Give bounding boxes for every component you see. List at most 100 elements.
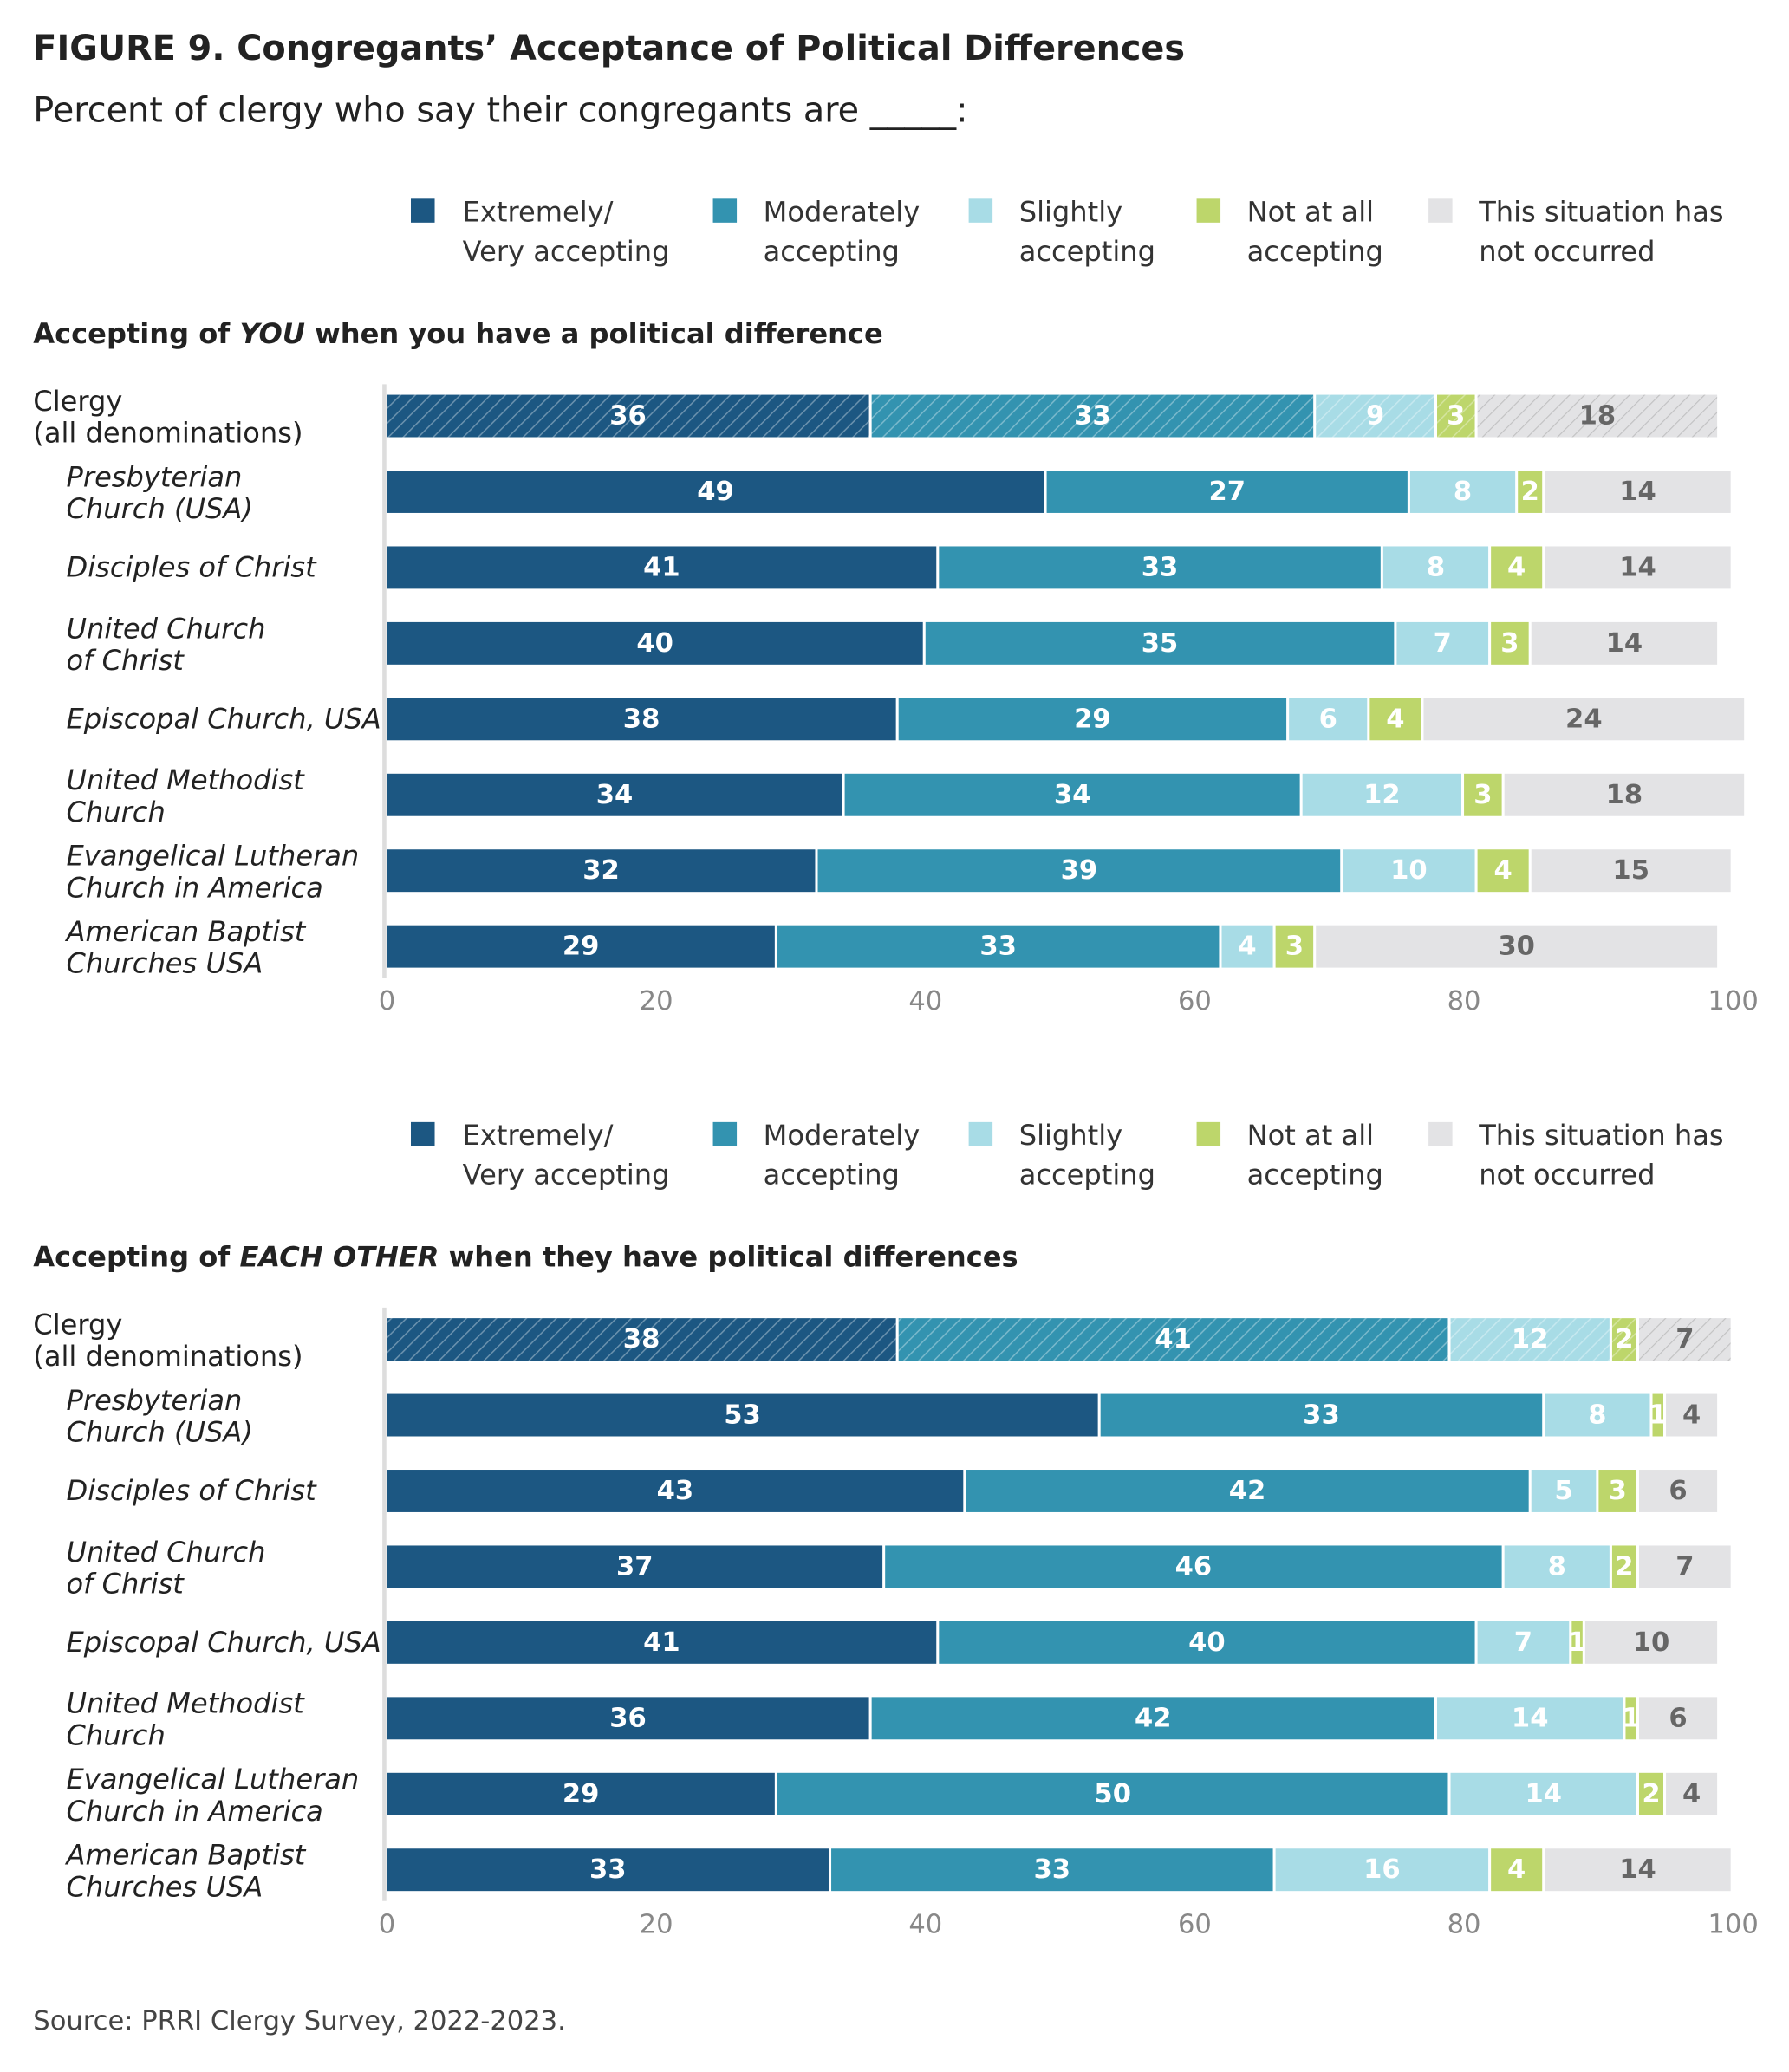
source-note: Source: PRRI Clergy Survey, 2022-2023.	[33, 2006, 566, 2036]
bar-not-occurred	[1423, 698, 1745, 741]
category-label: Evangelical Lutheran	[67, 1763, 360, 1796]
x-tick-label: 20	[640, 986, 673, 1017]
bar-not-occurred	[1545, 1848, 1731, 1892]
data-label: 30	[1498, 932, 1535, 962]
data-label: 37	[616, 1551, 654, 1582]
data-label: 29	[563, 1779, 600, 1809]
category-label: Church (USA)	[67, 1416, 253, 1449]
bar-slightly	[1450, 1772, 1636, 1815]
bar-slightly	[1437, 1697, 1623, 1740]
legend-label-not-at-all: accepting	[1247, 235, 1383, 268]
legend-swatch-not-at-all	[1196, 1121, 1221, 1146]
data-label: 27	[1208, 477, 1246, 507]
data-label: 5	[1554, 1476, 1572, 1506]
bar-not-occurred	[1638, 1697, 1718, 1740]
chart-2: Extremely/Very accepting Moderately accept…	[33, 1119, 1759, 1940]
chart-1: Extremely/Very accepting Moderately accept…	[33, 195, 1759, 1017]
bar-row: Disciples of Christ 41 33 8 4 14	[67, 546, 1731, 589]
data-label: 12	[1512, 1324, 1549, 1354]
x-tick-label: 80	[1447, 986, 1481, 1017]
legend-swatch-not-occurred	[1428, 198, 1453, 223]
data-label: 4	[1386, 704, 1404, 734]
bar-not-at-all	[1518, 471, 1543, 513]
data-label: 3	[1473, 780, 1492, 810]
bar-slightly	[1343, 849, 1475, 893]
bar-slightly	[1545, 1393, 1650, 1437]
data-label: 41	[1155, 1324, 1192, 1354]
data-label: 7	[1434, 628, 1452, 659]
bar-hatch	[1477, 394, 1718, 438]
bar-moderately	[966, 1470, 1529, 1512]
bar-hatch	[1450, 1318, 1610, 1361]
bar-moderately	[1046, 471, 1408, 513]
category-label: Episcopal Church, USA	[67, 703, 381, 736]
bar-not-at-all	[1369, 698, 1421, 741]
data-label: 4	[1507, 552, 1526, 582]
data-label: 8	[1427, 552, 1445, 582]
category-label: of Christ	[67, 1568, 185, 1601]
data-label: 7	[1675, 1324, 1694, 1354]
x-tick-label: 0	[379, 986, 395, 1017]
bar-moderately	[939, 546, 1381, 589]
category-label: Clergy	[33, 1308, 122, 1341]
bar-not-at-all	[1598, 1470, 1636, 1512]
data-label: 33	[1074, 401, 1111, 432]
bar-row: Disciples of Christ 43 42 5 3 6	[67, 1470, 1718, 1512]
data-label: 14	[1512, 1703, 1549, 1733]
data-label: 38	[623, 704, 660, 734]
bar-row: Clergy(all denominations) 36 33 9 3 18	[33, 385, 1718, 450]
x-tick-label: 100	[1708, 986, 1759, 1017]
legend-label-slightly: Slightly	[1019, 1119, 1122, 1152]
bar-not-at-all	[1491, 621, 1529, 665]
bar-extremely	[387, 1545, 883, 1588]
category-label: United Church	[67, 612, 266, 645]
data-label: 32	[582, 855, 620, 886]
bar-extremely	[387, 471, 1044, 513]
x-tick-label: 20	[640, 1909, 673, 1939]
bar-extremely	[387, 1393, 1098, 1437]
bar-moderately	[871, 1697, 1434, 1740]
bar-not-occurred	[1666, 1393, 1718, 1437]
bar-slightly	[1531, 1470, 1597, 1512]
bar-not-occurred	[1638, 1545, 1731, 1588]
data-label: 18	[1579, 401, 1617, 432]
data-label: 40	[1188, 1627, 1226, 1658]
data-label: 1	[1649, 1400, 1667, 1431]
legend-swatch-slightly	[968, 1121, 993, 1146]
data-label: 24	[1565, 704, 1603, 734]
data-label: 4	[1682, 1400, 1701, 1431]
bar-extremely	[387, 546, 937, 589]
data-label: 4	[1507, 1854, 1526, 1885]
legend-label-moderately: accepting	[764, 1159, 900, 1192]
bar-extremely	[387, 1697, 869, 1740]
data-label: 36	[609, 1703, 647, 1733]
legend-swatch-moderately	[712, 198, 738, 223]
bar-moderately	[777, 1772, 1448, 1815]
bar-extremely	[387, 1470, 964, 1512]
category-label: United Methodist	[67, 763, 306, 796]
data-label: 34	[1054, 780, 1091, 810]
bar-moderately	[885, 1545, 1502, 1588]
data-label: 1	[1622, 1703, 1640, 1733]
figure-title: FIGURE 9. Congregants’ Acceptance of Pol…	[33, 29, 1185, 68]
bar-not-at-all	[1652, 1393, 1663, 1437]
data-label: 33	[1142, 552, 1179, 582]
data-label: 4	[1238, 932, 1256, 962]
data-label: 6	[1319, 704, 1337, 734]
data-label: 1	[1568, 1627, 1586, 1658]
bar-not-at-all	[1464, 773, 1502, 816]
data-label: 33	[1034, 1854, 1071, 1885]
legend-label-moderately: Moderately	[764, 1119, 921, 1152]
category-label: Evangelical Lutheran	[67, 840, 360, 873]
data-label: 8	[1548, 1551, 1566, 1582]
data-label: 34	[596, 780, 634, 810]
bar-slightly	[1302, 773, 1462, 816]
data-label: 29	[1074, 704, 1111, 734]
bar-slightly	[1382, 546, 1489, 589]
bar-not-occurred	[1531, 849, 1731, 893]
data-label: 2	[1521, 477, 1539, 507]
legend-label-slightly: accepting	[1019, 235, 1155, 268]
